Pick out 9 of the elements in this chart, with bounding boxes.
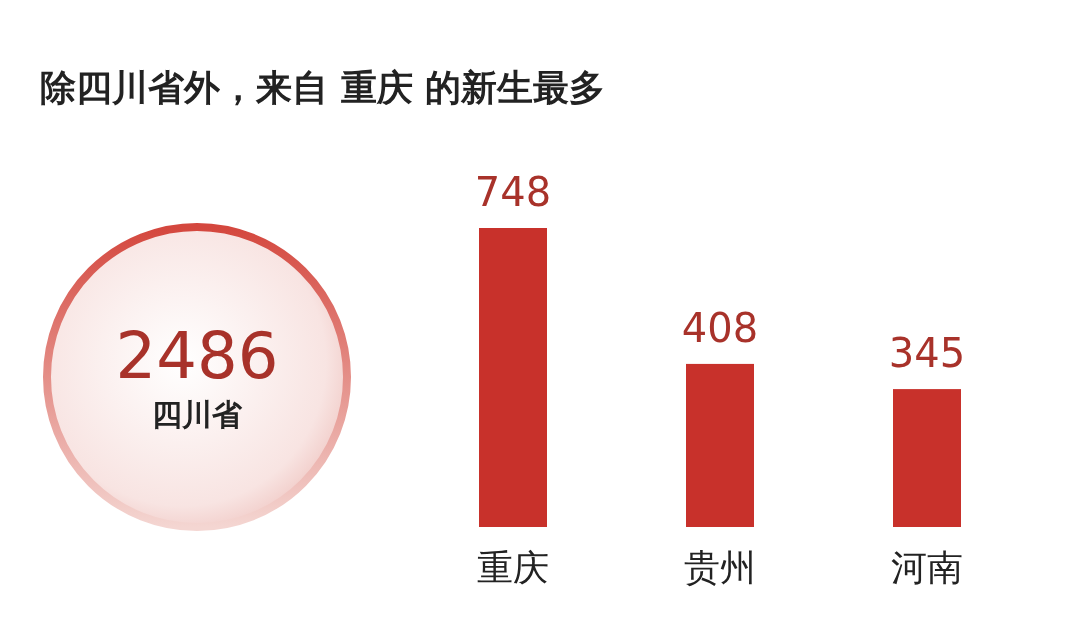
data-label: 748 [474, 169, 552, 215]
x-tick-label: 贵州 [684, 547, 756, 588]
text: 四川省 [152, 397, 243, 432]
data-label: 408 [681, 304, 759, 351]
text: 2486 [115, 319, 279, 393]
chart-title: 除四川省外，来自 重庆 的新生最多 [40, 67, 606, 108]
x-tick-label: 河南 [891, 547, 963, 588]
x-tick-label: 重庆 [477, 547, 549, 588]
data-label: 345 [888, 330, 966, 377]
